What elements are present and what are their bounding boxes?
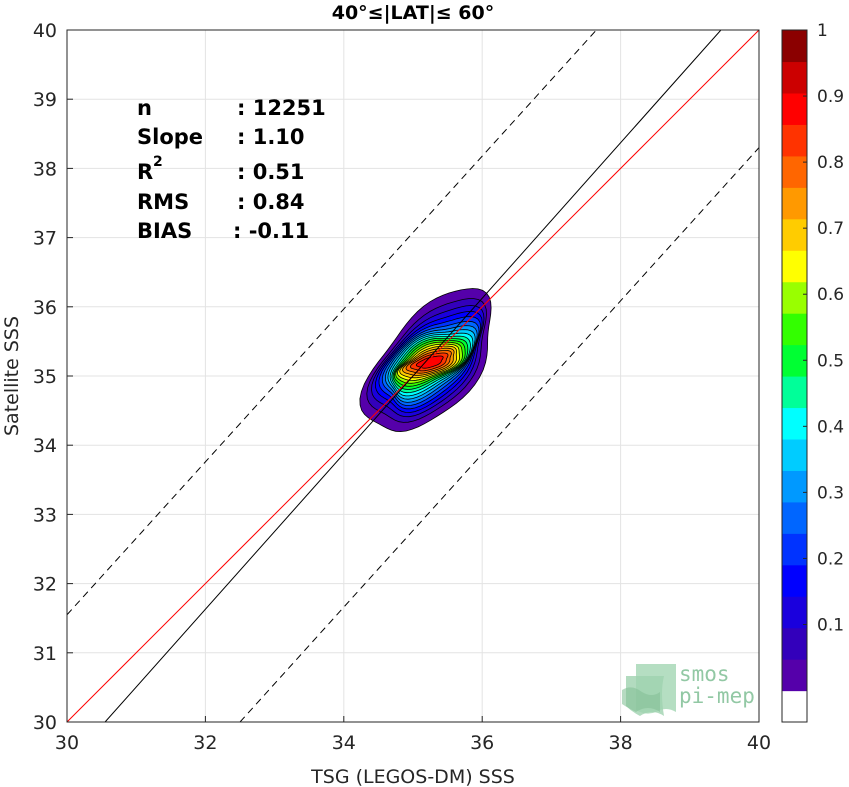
x-tick-label: 38 xyxy=(609,732,633,754)
colorbar-segment xyxy=(782,155,807,188)
y-tick-label: 36 xyxy=(33,297,57,319)
x-tick-label: 34 xyxy=(332,732,356,754)
y-tick-label: 32 xyxy=(33,574,57,596)
colorbar-tick-label: 0.7 xyxy=(817,219,844,239)
colorbar-segment xyxy=(782,627,807,660)
stats-box: n : 12251 Slope : 1.10 R 2 : 0.51 RMS : … xyxy=(137,96,326,243)
colorbar-frame xyxy=(781,29,808,723)
colorbar-tick-label: 0.9 xyxy=(817,87,844,107)
colorbar: 0.1 0.2 0.3 0.4 0.5 0.6 0.7 0.8 0.9 1 xyxy=(782,21,844,723)
colorbar-segment xyxy=(782,564,807,597)
y-tick-label: 31 xyxy=(33,643,57,665)
colorbar-segment xyxy=(782,61,807,94)
colorbar-tick-label: 0.1 xyxy=(817,615,844,635)
stat-r2-label: R xyxy=(137,160,153,184)
colorbar-segment xyxy=(782,659,807,692)
colorbar-segment xyxy=(782,344,807,377)
colorbar-tick-label: 0.3 xyxy=(817,483,844,503)
x-tick-label: 40 xyxy=(747,732,771,754)
colorbar-segment xyxy=(782,250,807,283)
watermark-line1: smos xyxy=(679,662,730,686)
x-tick-label: 32 xyxy=(193,732,217,754)
y-ticks: 30 31 32 33 34 35 36 37 38 39 40 xyxy=(33,20,73,734)
density-contours xyxy=(359,288,492,433)
stat-bias-label: BIAS xyxy=(137,219,192,243)
colorbar-tick-label: 1 xyxy=(817,21,828,41)
x-tick-label: 30 xyxy=(55,732,79,754)
stat-rms-label: RMS xyxy=(137,190,189,214)
colorbar-segment xyxy=(782,124,807,157)
y-tick-label: 35 xyxy=(33,366,57,388)
colorbar-tick-label: 0.4 xyxy=(817,417,844,437)
stat-slope-label: Slope xyxy=(137,125,203,149)
stat-r2-superscript: 2 xyxy=(153,154,163,170)
reference-lines xyxy=(67,30,759,722)
colorbar-tick-label: 0.8 xyxy=(817,153,844,173)
lower-bound-line xyxy=(239,147,759,722)
wave-logo-icon xyxy=(622,664,676,716)
stat-n-value: : 12251 xyxy=(237,96,326,120)
colorbar-segment xyxy=(782,30,807,63)
stat-rms-value: : 0.84 xyxy=(237,190,305,214)
y-tick-label: 39 xyxy=(33,89,57,111)
colorbar-segment xyxy=(782,376,807,409)
grid xyxy=(66,29,760,723)
colorbar-segment xyxy=(782,533,807,566)
colorbar-tick-label: 0.5 xyxy=(817,351,844,371)
colorbar-segment xyxy=(782,690,807,723)
smos-pi-mep-logo: smos pi-mep xyxy=(622,662,755,716)
y-tick-label: 30 xyxy=(33,712,57,734)
colorbar-tick-label: 0.6 xyxy=(817,285,844,305)
colorbar-segment xyxy=(782,281,807,314)
watermark-line2: pi-mep xyxy=(679,684,755,708)
x-tick-label: 36 xyxy=(470,732,494,754)
y-axis-label: Satellite SSS xyxy=(1,316,23,436)
colorbar-segment xyxy=(782,501,807,534)
stat-n-label: n xyxy=(137,96,152,120)
stat-slope-value: : 1.10 xyxy=(237,125,305,149)
colorbar-segment xyxy=(782,187,807,220)
y-tick-label: 37 xyxy=(33,228,57,250)
colorbar-segment xyxy=(782,438,807,471)
y-tick-label: 38 xyxy=(33,158,57,180)
colorbar-segment xyxy=(782,92,807,125)
stat-r2-value: : 0.51 xyxy=(237,160,305,184)
y-tick-label: 34 xyxy=(33,435,57,457)
x-ticks: 30 32 34 36 38 40 xyxy=(55,716,771,754)
stat-bias-value: : -0.11 xyxy=(233,219,309,243)
y-tick-label: 40 xyxy=(33,20,57,42)
colorbar-tick-label: 0.2 xyxy=(817,549,844,569)
colorbar-segment xyxy=(782,596,807,629)
x-axis-label: TSG (LEGOS-DM) SSS xyxy=(310,766,515,787)
regression-line xyxy=(104,30,722,722)
colorbar-segment xyxy=(782,218,807,251)
colorbar-segment xyxy=(782,470,807,503)
colorbar-segment xyxy=(782,407,807,440)
y-tick-label: 33 xyxy=(33,504,57,526)
chart-title: 40°≤|LAT|≤ 60° xyxy=(332,2,495,24)
colorbar-segment xyxy=(782,313,807,346)
